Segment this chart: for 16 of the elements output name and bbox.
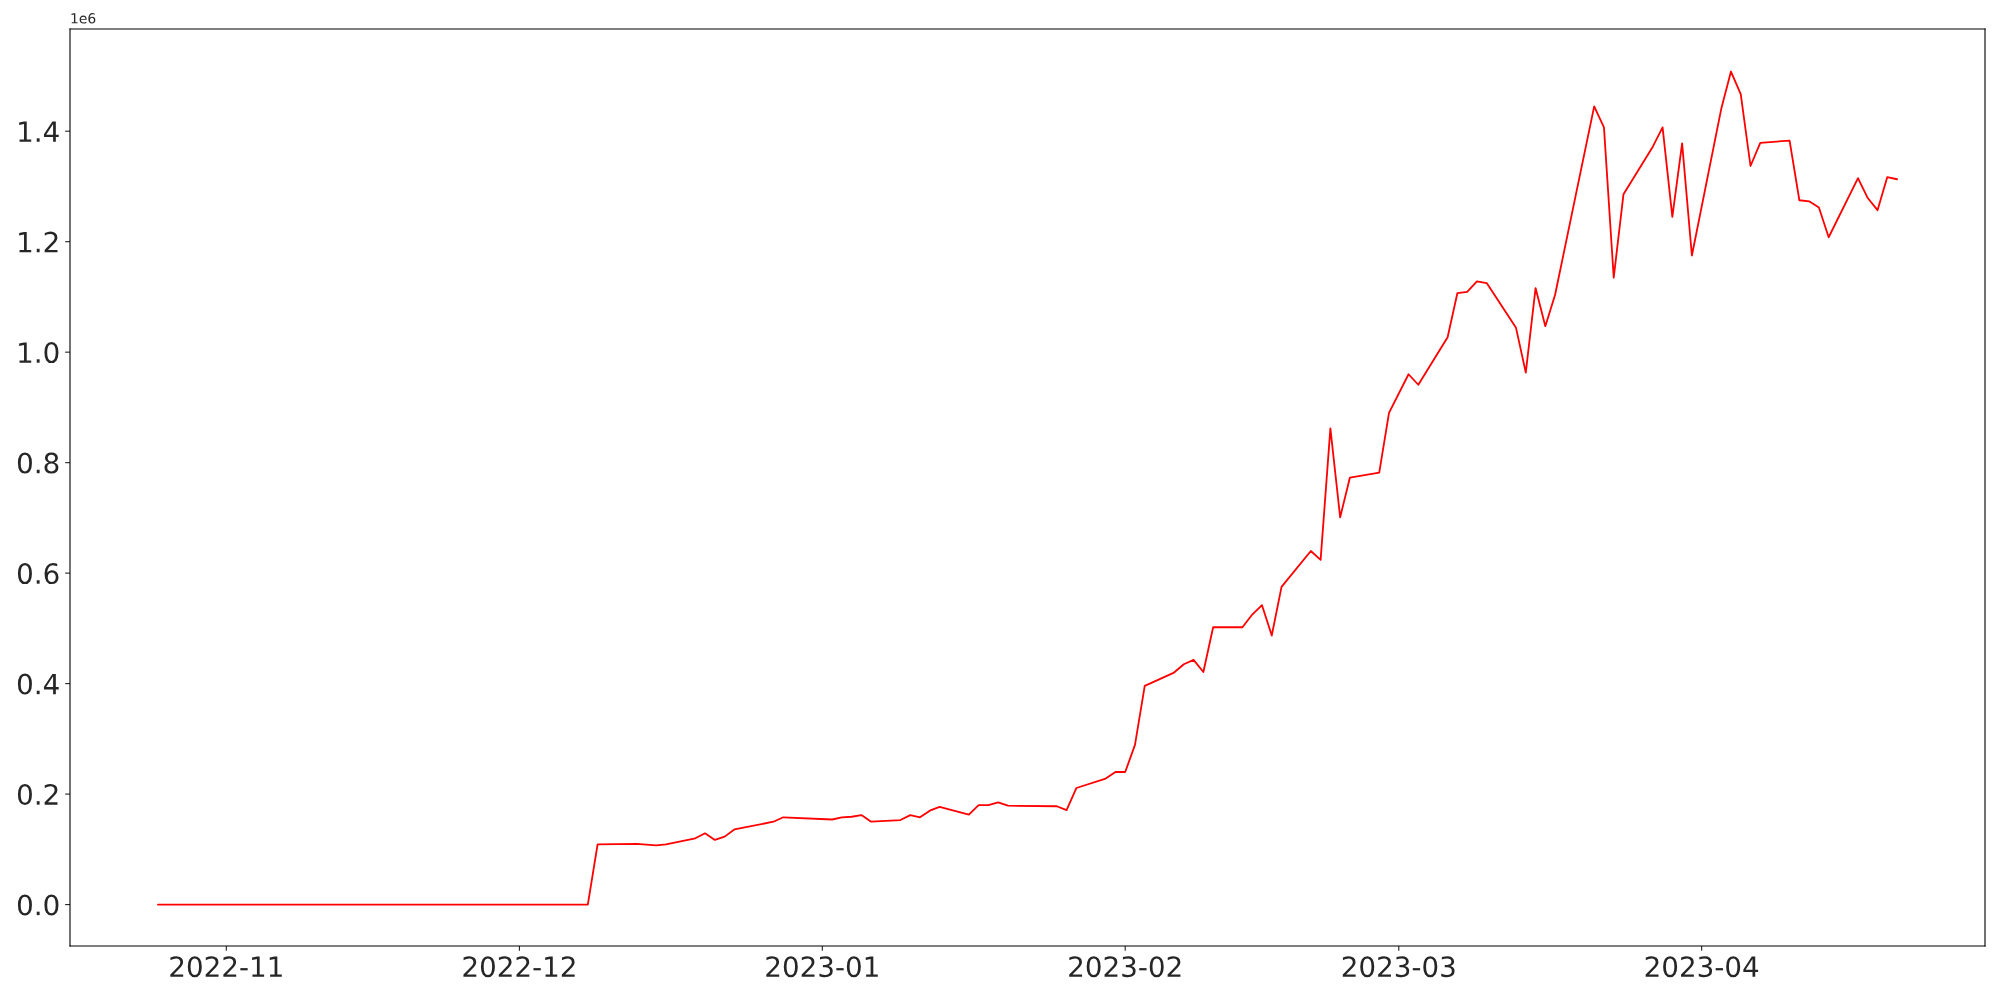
y-tick-label: 0.8 <box>17 452 59 474</box>
x-tick-label: 2023-02 <box>1069 956 1181 978</box>
x-tick-label: 2023-01 <box>766 956 878 978</box>
x-tick-label: 2023-04 <box>1645 956 1759 978</box>
y-tick-label: 1.2 <box>19 231 58 253</box>
x-tick-label: 2022-12 <box>463 956 575 978</box>
y-tick-label: 1.4 <box>19 121 59 142</box>
line-series <box>157 70 1898 906</box>
x-tick-label: 2022-11 <box>170 956 282 978</box>
y-tick-label: 0.6 <box>17 563 59 585</box>
y-tick-label: 0.2 <box>17 784 58 806</box>
y-tick-label: 0.0 <box>17 894 59 916</box>
y-tick-label: 1.0 <box>19 342 59 364</box>
y-tick-label: 0.4 <box>17 673 59 695</box>
x-tick-label: 2023-03 <box>1342 956 1455 978</box>
text: 1e6 <box>71 13 96 24</box>
